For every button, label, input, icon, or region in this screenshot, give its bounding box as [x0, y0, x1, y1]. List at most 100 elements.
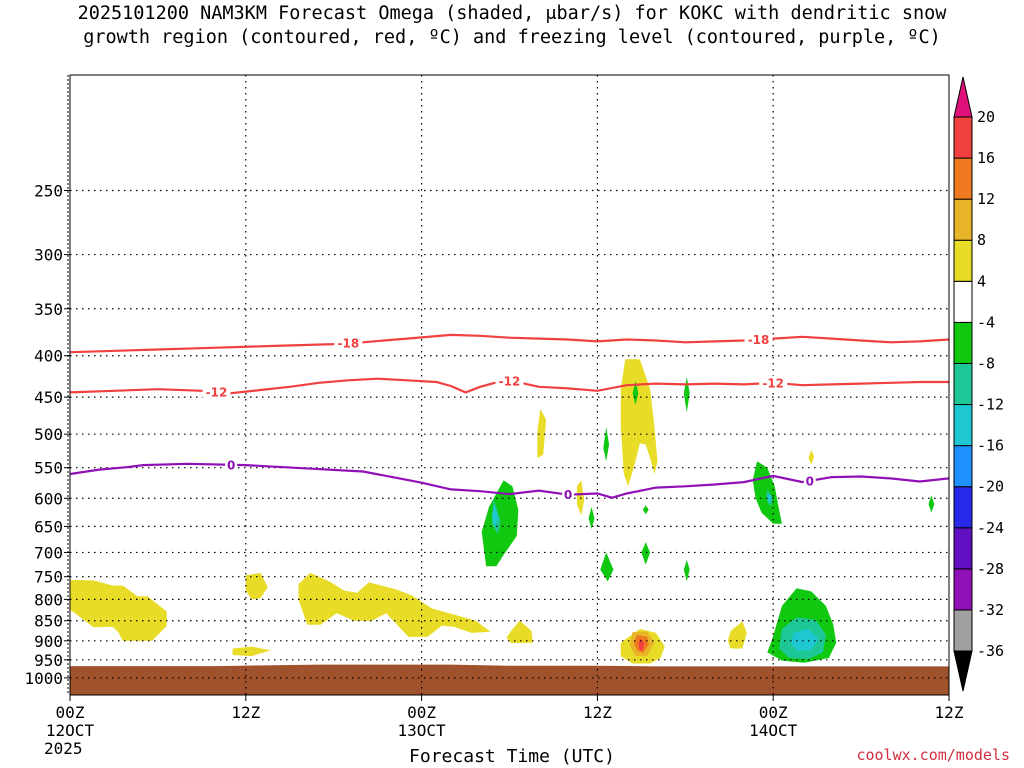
- y-tick-label: 750: [34, 568, 63, 587]
- omega-region-18: [600, 552, 614, 582]
- omega-region-7: [620, 359, 658, 487]
- contour-label: -12: [762, 376, 784, 390]
- omega-region-9: [727, 621, 747, 649]
- omega-region-3: [232, 646, 271, 657]
- omega-region-1: [245, 572, 268, 600]
- omega-region-15: [588, 506, 595, 530]
- contour-label-bg: [803, 473, 816, 488]
- title-line-2: growth region (contoured, red, ºC) and f…: [83, 27, 941, 48]
- omega-region-31: [638, 638, 645, 651]
- colorbar-label: -4: [977, 313, 995, 331]
- chart-title: 2025101200 NAM3KM Forecast Omega (shaded…: [0, 2, 1024, 50]
- omega-region-5: [537, 408, 547, 458]
- colorbar-bin: [953, 486, 973, 529]
- colorbar-label: 12: [977, 190, 995, 208]
- colorbar-bin: [953, 609, 973, 652]
- x-tick-date-label: 14OCT: [749, 721, 798, 740]
- y-tick-label: 850: [34, 612, 63, 631]
- colorbar-bin: [953, 527, 973, 570]
- x-tick-date-label: 13OCT: [398, 721, 447, 740]
- omega-region-16: [642, 505, 649, 515]
- colorbar-label: -20: [977, 478, 1004, 496]
- colorbar-bin: [953, 239, 973, 282]
- colorbar-label: 4: [977, 272, 986, 290]
- omega-region-21: [928, 495, 935, 513]
- y-tick-label: 900: [34, 632, 63, 651]
- colorbar-label: 16: [977, 149, 995, 167]
- y-tick-label: 250: [34, 181, 63, 200]
- colorbar-label: -16: [977, 437, 1004, 455]
- colorbar-bin: [953, 568, 973, 611]
- colorbar-bin: [953, 321, 973, 364]
- colorbar-bin: [953, 404, 973, 447]
- x-tick-label: 12Z: [231, 703, 260, 722]
- x-tick-label: 00Z: [759, 703, 788, 722]
- omega-region-26: [491, 504, 498, 527]
- colorbar-bin: [953, 198, 973, 241]
- contour-label: -18: [338, 337, 360, 351]
- x-tick-label: 00Z: [56, 703, 85, 722]
- omega-region-17: [641, 542, 651, 565]
- contour-1: [70, 333, 949, 354]
- colorbar-label: -28: [977, 560, 1004, 578]
- colorbar-bin: [953, 116, 973, 159]
- y-tick-label: 550: [34, 459, 63, 478]
- contour-label-bg: [562, 487, 575, 502]
- y-tick-label: 350: [34, 300, 63, 319]
- contour-label: -12: [206, 386, 228, 400]
- contour-label-bg: [202, 385, 231, 400]
- contour-label-bg: [495, 374, 524, 389]
- x-tick-label: 12Z: [583, 703, 612, 722]
- colorbar-label: -32: [977, 601, 1004, 619]
- y-tick-label: 950: [34, 651, 63, 670]
- contour-label: 0: [227, 458, 235, 472]
- colorbar-label: -24: [977, 519, 1004, 537]
- colorbar-over-arrow: [953, 76, 973, 118]
- x-tick-year-label: 2025: [44, 739, 83, 758]
- omega-region-12: [603, 427, 610, 462]
- x-tick-label: 12Z: [935, 703, 964, 722]
- y-tick-label: 1000: [24, 669, 63, 688]
- x-tick-label: 00Z: [407, 703, 436, 722]
- omega-region-19: [683, 559, 690, 582]
- y-tick-label: 800: [34, 590, 63, 609]
- colorbar-label: -8: [977, 354, 995, 372]
- omega-region-10: [808, 450, 815, 465]
- colorbar-label: -36: [977, 642, 1004, 660]
- y-tick-label: 600: [34, 489, 63, 508]
- x-tick-date-label: 12OCT: [46, 721, 95, 740]
- colorbar-label: 20: [977, 108, 995, 126]
- colorbar-bin: [953, 445, 973, 488]
- colorbar-bin: [953, 362, 973, 406]
- omega-region-4: [506, 620, 533, 644]
- x-axis-label: Forecast Time (UTC): [409, 746, 615, 767]
- terrain-fill: [70, 664, 949, 695]
- omega-region-27: [767, 493, 772, 503]
- y-tick-label: 400: [34, 347, 63, 366]
- contour-label: 0: [806, 474, 814, 488]
- contour-label: -12: [499, 375, 521, 389]
- y-tick-label: 700: [34, 543, 63, 562]
- title-line-1: 2025101200 NAM3KM Forecast Omega (shaded…: [77, 3, 947, 24]
- y-tick-label: 450: [34, 388, 63, 407]
- credit-link[interactable]: coolwx.com/models: [856, 746, 1010, 764]
- colorbar-label: -12: [977, 396, 1004, 414]
- colorbar-bin: [953, 280, 973, 323]
- contour-label: -18: [748, 333, 770, 347]
- omega-region-13: [632, 381, 639, 405]
- contour-label-bg: [334, 336, 363, 351]
- colorbar-label: 8: [977, 231, 986, 249]
- omega-region-14: [683, 377, 690, 413]
- omega-region-0: [70, 580, 167, 641]
- colorbar-bin: [953, 157, 973, 200]
- contour-label-bg: [225, 457, 238, 472]
- contour-label: 0: [564, 488, 572, 502]
- contour-label-bg: [759, 375, 788, 390]
- plot-frame: [69, 74, 950, 696]
- y-tick-label: 500: [34, 425, 63, 444]
- contour-label-bg: [744, 332, 773, 347]
- colorbar-under-arrow: [953, 650, 973, 692]
- omega-region-28: [790, 628, 819, 651]
- y-tick-label: 650: [34, 517, 63, 536]
